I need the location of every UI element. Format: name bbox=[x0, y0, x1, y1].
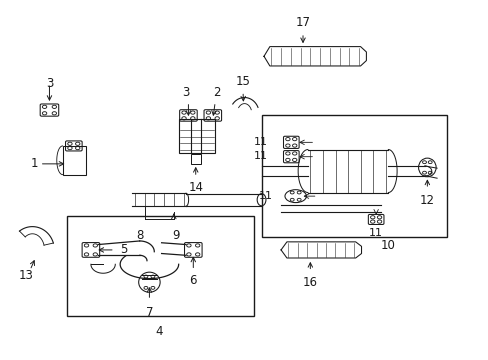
Text: 15: 15 bbox=[235, 75, 250, 88]
Text: 7: 7 bbox=[145, 306, 153, 319]
Text: 8: 8 bbox=[136, 229, 143, 242]
Text: 6: 6 bbox=[189, 274, 197, 287]
Bar bbox=[261, 116, 446, 237]
Text: 13: 13 bbox=[19, 269, 33, 282]
Bar bbox=[190, 154, 200, 164]
Bar bbox=[62, 146, 86, 175]
Text: 11: 11 bbox=[253, 151, 267, 161]
Text: 3: 3 bbox=[182, 86, 189, 99]
Text: 5: 5 bbox=[120, 243, 127, 256]
Text: 2: 2 bbox=[213, 86, 221, 99]
Text: 14: 14 bbox=[188, 181, 203, 194]
Text: 11: 11 bbox=[253, 137, 267, 147]
Text: 1: 1 bbox=[31, 157, 39, 170]
Text: 3: 3 bbox=[46, 77, 53, 90]
Text: 17: 17 bbox=[295, 16, 310, 29]
Text: 12: 12 bbox=[419, 194, 434, 207]
Text: 16: 16 bbox=[302, 276, 317, 289]
Text: 11: 11 bbox=[258, 191, 272, 201]
Text: 10: 10 bbox=[380, 239, 395, 252]
Text: 9: 9 bbox=[172, 229, 180, 242]
Text: 4: 4 bbox=[155, 325, 163, 338]
Bar bbox=[178, 119, 215, 153]
Text: 11: 11 bbox=[368, 228, 383, 238]
Bar bbox=[66, 216, 254, 316]
